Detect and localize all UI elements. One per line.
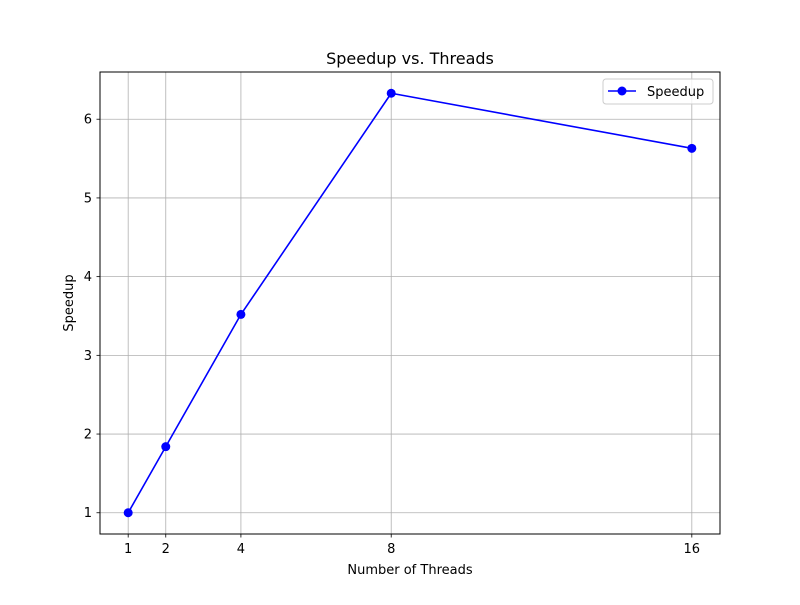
legend-label: Speedup (647, 85, 704, 100)
legend-marker-swatch (617, 86, 627, 96)
x-tick-label: 1 (124, 542, 132, 557)
y-axis-label: Speedup (62, 274, 77, 331)
chart-title: Speedup vs. Threads (326, 49, 494, 68)
plot-frame (99, 71, 721, 535)
x-tick-label: 4 (237, 542, 245, 557)
ticks: 1 2 4 8 16 1 2 3 4 5 6 (84, 113, 700, 557)
y-tick-label: 1 (84, 506, 92, 521)
x-tick-label: 2 (162, 542, 170, 557)
x-tick-label: 16 (684, 542, 701, 557)
x-tick-label: 8 (387, 542, 395, 557)
y-tick-label: 2 (84, 428, 92, 443)
series-layer (123, 88, 697, 518)
grid (100, 72, 720, 534)
y-tick-label: 5 (84, 191, 92, 206)
data-point (123, 508, 133, 518)
legend: Speedup (602, 78, 714, 105)
data-point (161, 442, 171, 452)
data-point (687, 143, 697, 153)
data-point (386, 88, 396, 98)
data-point (236, 309, 246, 319)
legend-box (602, 78, 714, 105)
y-tick-label: 4 (84, 270, 92, 285)
x-axis-label: Number of Threads (347, 563, 472, 578)
y-tick-label: 3 (84, 349, 92, 364)
y-tick-label: 6 (84, 113, 92, 128)
